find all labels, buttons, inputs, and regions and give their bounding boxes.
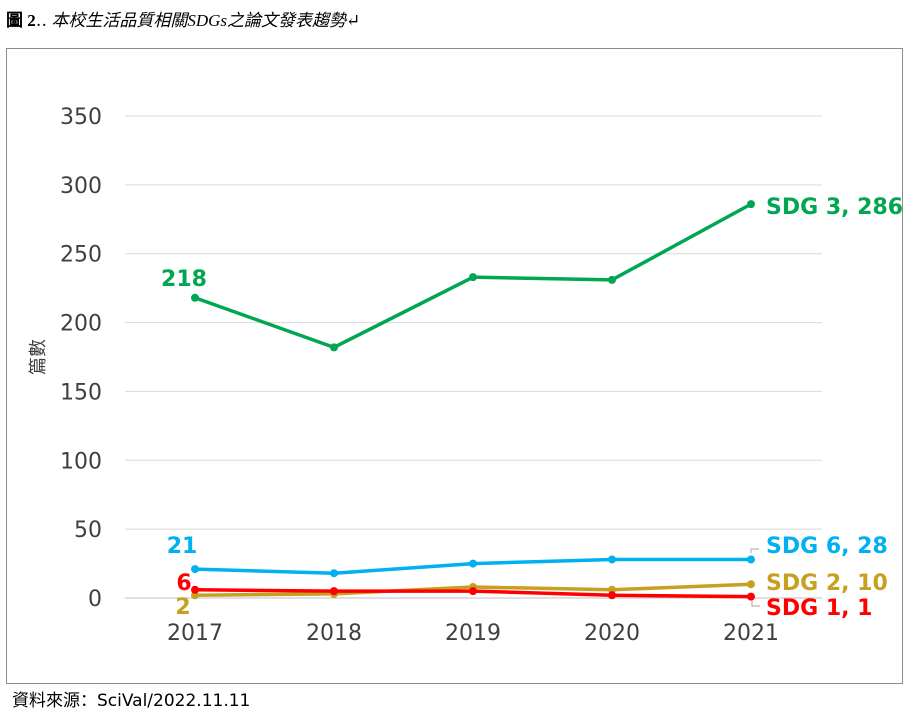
data-point	[747, 200, 755, 209]
data-point	[330, 587, 338, 596]
figure-number: 圖 2	[6, 11, 36, 30]
end-data-label: SDG 3, 286	[766, 195, 903, 220]
data-point	[469, 587, 477, 596]
data-labels: 218 SDG 3, 286 21 SDG 6, 28 2 SDG 2, 10 6 SDG 1…	[161, 195, 903, 621]
leader-line	[751, 600, 760, 607]
end-data-label: SDG 1, 1	[766, 596, 872, 621]
data-point	[330, 569, 338, 578]
data-point	[330, 343, 338, 352]
y-tick-label: 250	[60, 243, 102, 268]
data-source: 資料來源：SciVal/2022.11.11	[12, 691, 251, 711]
x-tick-label: 2018	[306, 621, 362, 646]
start-data-label: 2	[175, 595, 190, 620]
x-tick-label: 2021	[723, 621, 779, 646]
start-data-label: 6	[176, 571, 191, 596]
end-data-label: SDG 2, 10	[766, 571, 888, 596]
end-data-label: SDG 6, 28	[766, 534, 888, 559]
y-tick-label: 100	[60, 449, 102, 474]
data-point	[747, 592, 755, 601]
data-point	[608, 275, 616, 284]
y-tick-label: 200	[60, 312, 102, 337]
data-point	[191, 293, 199, 302]
figure-title: 本校生活品質相關SDGs之論文發表趨勢	[51, 11, 347, 30]
x-axis-ticks: 2017 2018 2019 2020 2021	[167, 621, 779, 646]
start-data-label: 218	[161, 267, 207, 292]
start-data-label: 21	[167, 534, 198, 559]
data-point	[747, 580, 755, 589]
gridlines	[125, 115, 822, 599]
x-tick-label: 2017	[167, 621, 223, 646]
y-tick-label: 50	[74, 518, 102, 543]
y-axis-label: 篇數	[28, 339, 49, 375]
data-point	[469, 559, 477, 568]
y-tick-label: 0	[88, 587, 102, 612]
data-point	[608, 591, 616, 600]
data-point	[608, 555, 616, 564]
data-point	[191, 585, 199, 594]
x-tick-label: 2020	[584, 621, 640, 646]
data-point	[747, 555, 755, 564]
y-tick-label: 350	[60, 105, 102, 130]
x-tick-label: 2019	[445, 621, 501, 646]
source-bar	[6, 683, 903, 709]
y-tick-label: 300	[60, 174, 102, 199]
y-axis-ticks: 0 50 100 150 200 250 300 350	[60, 105, 102, 612]
figure-caption: 圖 2‥ 本校生活品質相關SDGs之論文發表趨勢↵	[6, 11, 361, 30]
series-lines	[191, 200, 755, 601]
data-point	[191, 591, 199, 600]
data-point	[469, 273, 477, 282]
data-point	[191, 565, 199, 574]
data-point	[608, 585, 616, 594]
leader-line	[750, 548, 759, 553]
y-tick-label: 150	[60, 380, 102, 405]
